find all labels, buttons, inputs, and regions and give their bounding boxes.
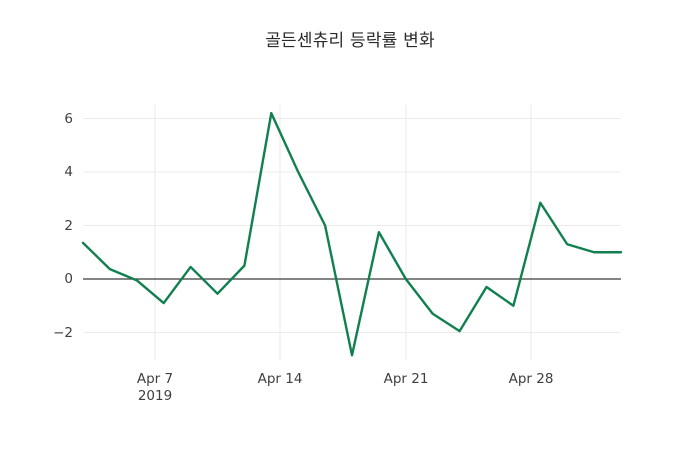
horizontal-gridlines bbox=[83, 117, 621, 334]
x-tick-label-apr-7: Apr 7 2019 bbox=[136, 371, 174, 404]
chart-title: 골든센츄리 등락률 변화 bbox=[265, 31, 435, 51]
y-tick-label-0: 0 bbox=[64, 271, 73, 287]
y-tick-label-6: 6 bbox=[64, 110, 73, 127]
x-tick-label-apr-21: Apr 21 bbox=[383, 371, 429, 387]
data-line-series-0 bbox=[81, 111, 623, 357]
x-tick-label-apr-14: Apr 14 bbox=[257, 371, 303, 387]
y-tick-label-neg2: −2 bbox=[53, 324, 73, 341]
y-tick-label-2: 2 bbox=[64, 217, 73, 234]
y-tick-label-4: 4 bbox=[64, 164, 73, 180]
x-tick-label-apr-28: Apr 28 bbox=[508, 371, 554, 387]
vertical-gridlines bbox=[154, 105, 532, 360]
